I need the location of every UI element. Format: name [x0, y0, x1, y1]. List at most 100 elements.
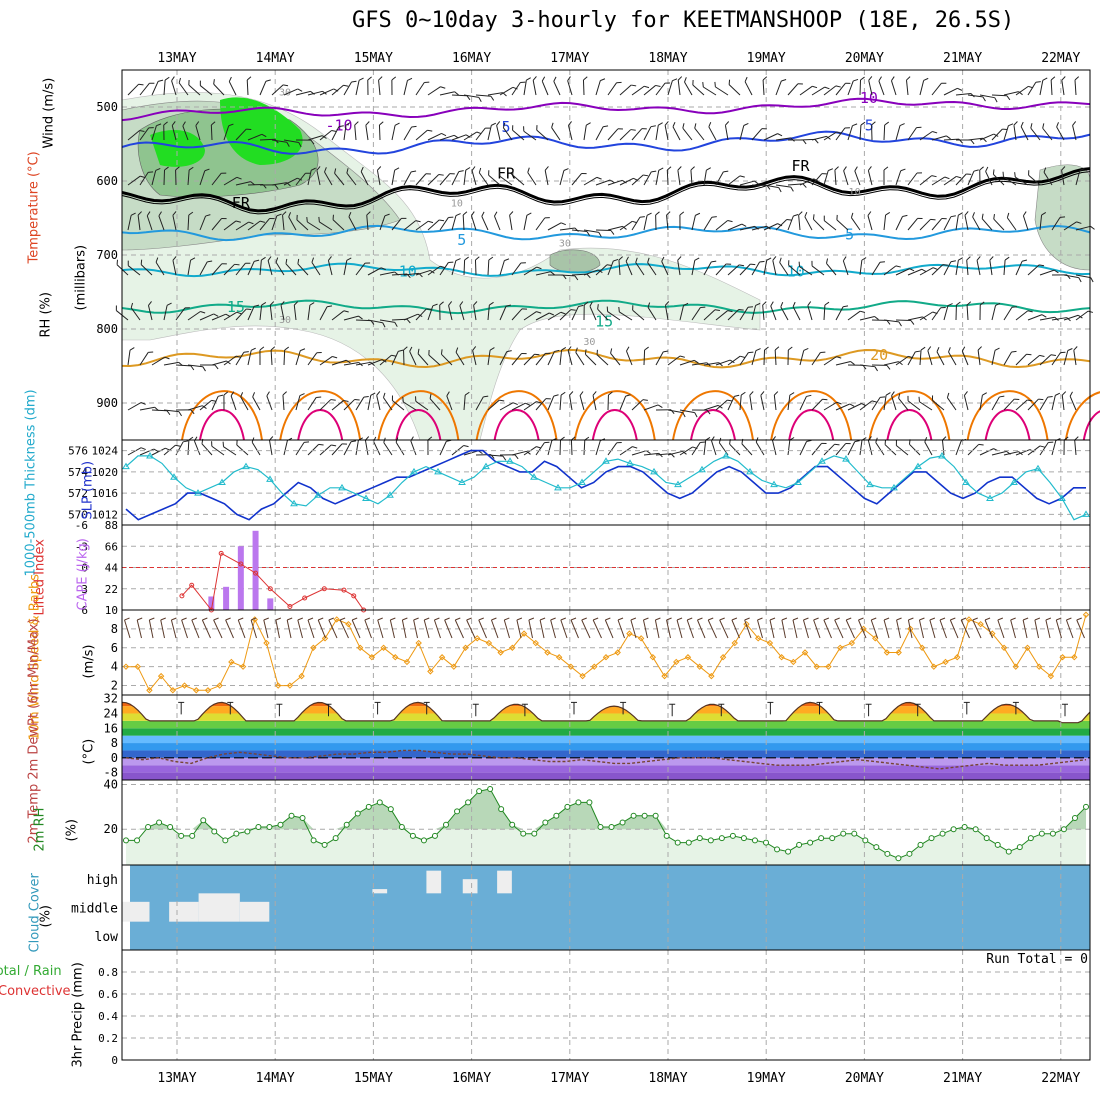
lifted-point [321, 586, 327, 592]
rh2m-point [244, 828, 251, 835]
wind10-barb [1045, 619, 1051, 639]
upper-wind-barb [163, 80, 166, 96]
upper-wind-barb [739, 180, 755, 186]
upper-wind-barb [930, 218, 936, 221]
upper-wind-barb [338, 125, 344, 128]
upper-wind-barb [835, 127, 846, 141]
wind10-point [1047, 672, 1055, 680]
upper-wind-barb [439, 441, 447, 456]
wind10-barb [297, 617, 304, 621]
upper-wind-barb [734, 394, 740, 397]
upper-wind-barb [1039, 80, 1044, 96]
upper-wind-barb [190, 257, 196, 261]
cape-bar [237, 546, 244, 610]
upper-wind-barb [166, 410, 171, 416]
upper-wind-barb [427, 86, 441, 96]
rh2m-point [431, 832, 438, 839]
upper-wind-barb [427, 129, 433, 132]
upper-wind-barb [1042, 123, 1045, 129]
upper-wind-barb [295, 172, 306, 186]
upper-wind-barb [703, 170, 707, 186]
wind10-point [673, 658, 680, 666]
upper-wind-barb [643, 174, 649, 177]
rh2m-point [840, 830, 847, 837]
upper-wind-barb [512, 129, 525, 141]
upper-wind-barb [280, 301, 285, 306]
upper-wind-barb [679, 446, 693, 456]
upper-wind-barb [1015, 310, 1029, 321]
upper-wind-barb [358, 77, 364, 81]
upper-wind-barb [127, 83, 139, 96]
wind10-barb [307, 619, 315, 639]
upper-wind-barb [240, 392, 244, 398]
upper-wind-barb [1027, 314, 1043, 321]
upper-wind-barb [727, 396, 735, 411]
upper-wind-barb [569, 395, 573, 411]
upper-wind-barb [307, 352, 318, 366]
wind10-point [532, 639, 539, 647]
upper-wind-barb [487, 350, 491, 366]
contour-label: 30 [583, 337, 595, 348]
upper-wind-barb [711, 216, 717, 218]
upper-wind-barb [595, 229, 612, 232]
upper-wind-barb [236, 176, 242, 180]
upper-wind-barb [1035, 81, 1041, 83]
upper-wind-barb [780, 306, 789, 321]
upper-wind-barb [643, 349, 646, 366]
upper-wind-barb [427, 265, 441, 276]
lifted-point [218, 550, 224, 556]
upper-wind-barb [187, 439, 190, 456]
upper-wind-barb [824, 301, 830, 306]
wind10-point [1082, 611, 1090, 618]
upper-wind-barb [595, 126, 604, 141]
upper-wind-barb [955, 92, 971, 96]
upper-wind-barb [471, 170, 477, 186]
upper-wind-barb [146, 211, 151, 217]
upper-wind-barb [907, 351, 916, 366]
upper-wind-barb [919, 131, 933, 141]
upper-wind-barb [679, 359, 695, 366]
rh2m-point [807, 839, 814, 846]
upper-wind-barb [487, 259, 490, 276]
upper-wind-barb [589, 306, 597, 321]
thickness-point [242, 462, 250, 470]
upper-wind-barb [979, 448, 994, 456]
upper-wind-barb [823, 85, 837, 96]
upper-wind-barb [895, 319, 912, 322]
upper-wind-barb [178, 411, 182, 417]
upper-wind-barb [799, 266, 813, 276]
upper-wind-barb [188, 166, 194, 171]
temp-contour-30 [297, 409, 344, 441]
thickness-point [1034, 464, 1042, 472]
upper-wind-barb [859, 260, 863, 276]
upper-wind-barb [1028, 174, 1041, 186]
upper-wind-barb [715, 86, 729, 96]
upper-wind-barb [252, 392, 256, 398]
upper-wind-barb [679, 409, 695, 414]
upper-wind-barb [775, 219, 788, 231]
wind10-barb [803, 617, 809, 621]
upper-wind-barb [860, 76, 865, 81]
wind10-point [134, 663, 141, 670]
upper-wind-barb [463, 259, 466, 276]
upper-wind-barb [236, 311, 242, 315]
upper-wind-barb [178, 77, 181, 84]
upper-wind-barb [483, 395, 489, 398]
upper-wind-barb [907, 268, 923, 276]
upper-wind-barb [985, 166, 989, 172]
upper-wind-barb [163, 169, 166, 186]
upper-wind-barb [259, 346, 265, 351]
rh2m-point [707, 837, 714, 844]
upper-wind-barb [463, 170, 467, 186]
wind10-barb [328, 619, 338, 639]
upper-wind-barb [1075, 170, 1081, 186]
upper-wind-barb [195, 121, 200, 126]
upper-wind-barb [307, 170, 312, 186]
rh2m-point [630, 812, 637, 819]
upper-wind-barb [348, 216, 357, 231]
upper-wind-barb [332, 219, 345, 231]
upper-wind-barb [919, 350, 922, 366]
wind10-barb [1022, 617, 1029, 621]
upper-wind-barb [235, 351, 245, 366]
upper-wind-barb [210, 124, 213, 141]
